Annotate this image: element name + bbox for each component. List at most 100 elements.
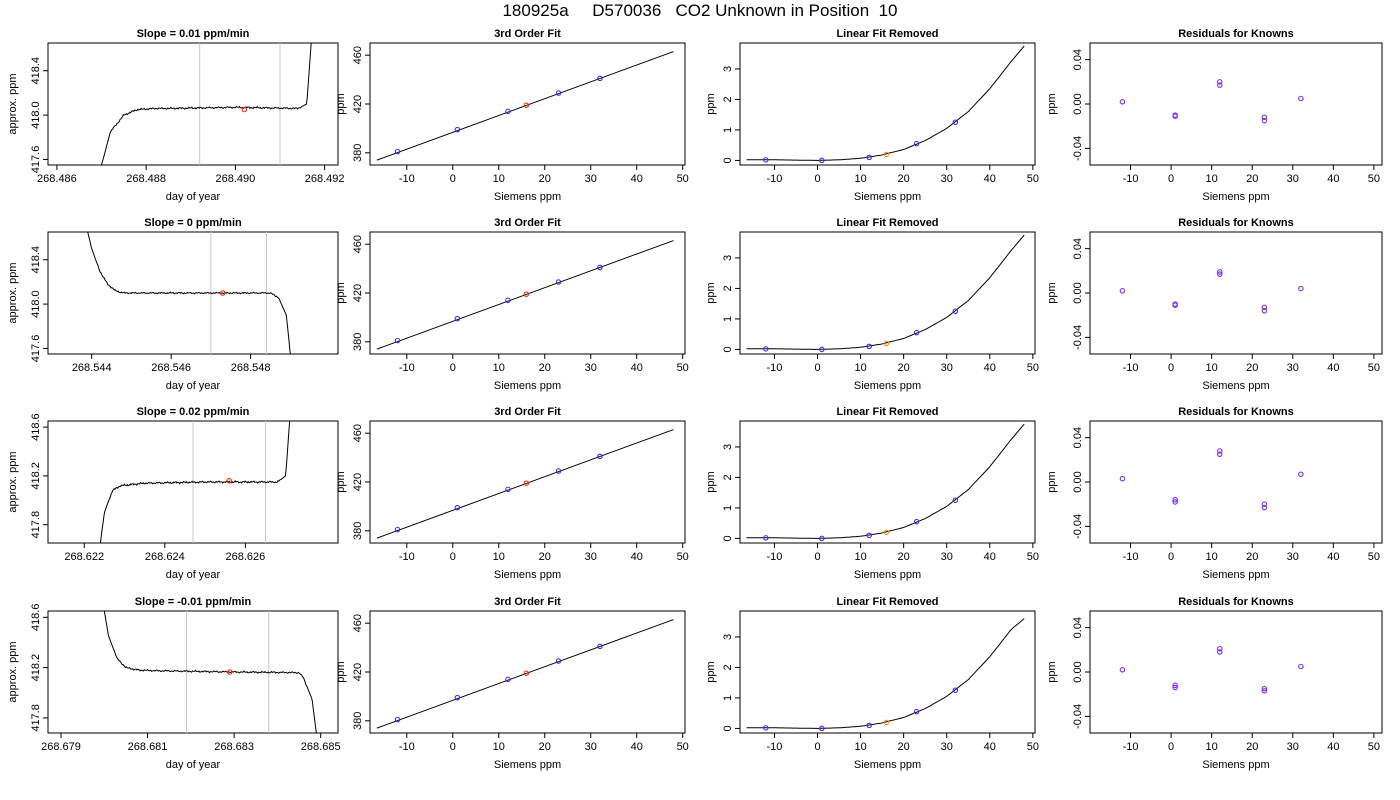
panel-residuals-row4: Residuals for Knowns -10 0 10 20 30 40 50 -0.04 0… [1046, 596, 1383, 771]
x-tick-label: 268.624 [145, 551, 185, 563]
known-standard-point [505, 486, 511, 493]
plot-area [99, 421, 291, 543]
unknown-point [523, 480, 530, 486]
panel-title: Residuals for Knowns [1178, 596, 1294, 608]
plot-area [746, 45, 1025, 164]
x-tick-label: 0 [450, 362, 456, 374]
y-tick-label: 2 [722, 664, 734, 670]
known-standard-point [597, 453, 603, 460]
x-tick-label: 20 [1246, 173, 1258, 185]
unknown-mean-point [220, 290, 226, 296]
known-standard-point [505, 108, 511, 115]
plot-area [101, 43, 312, 165]
fit-line [376, 429, 674, 539]
unknown-point [883, 719, 890, 726]
x-tick-label: 20 [539, 551, 551, 563]
fit-line [376, 240, 674, 350]
plot-frame [1089, 610, 1383, 734]
x-tick-label: 50 [677, 362, 689, 374]
plot-frame [739, 420, 1036, 544]
panel-residuals-row1: Residuals for Knowns -10 0 10 20 30 40 50 -0.04 0… [1046, 28, 1383, 203]
x-tick-label: 0 [814, 362, 820, 374]
known-standard-point [597, 75, 603, 82]
residual-point [1261, 114, 1268, 121]
residual-point [1217, 649, 1223, 655]
x-tick-label: -10 [1123, 173, 1139, 185]
x-tick-label: 268.544 [72, 362, 112, 374]
y-tick-label: 1 [722, 695, 734, 701]
x-tick-label: 50 [1368, 362, 1380, 374]
plot-frame [47, 42, 339, 166]
panel-title: 3rd Order Fit [494, 28, 561, 40]
panel-title: Slope = 0 ppm/min [144, 217, 242, 229]
x-tick-label: 50 [677, 551, 689, 563]
known-standard-point [913, 329, 920, 336]
plot-area [746, 618, 1025, 732]
y-tick-label: 0.04 [1072, 238, 1084, 259]
x-tick-label: 20 [539, 362, 551, 374]
y-tick-label: 2 [722, 474, 734, 480]
plot-area [376, 619, 674, 729]
residual-point [1261, 504, 1268, 511]
known-standard-point [913, 140, 920, 147]
plot-area [746, 234, 1025, 353]
y-tick-label: 418.6 [30, 604, 42, 632]
panel-timeseries-row1: Slope = 0.01 ppm/min 268.486 268.488 268.49… [7, 28, 344, 203]
known-standard-point [819, 346, 825, 353]
y-tick-label: 420 [352, 95, 364, 113]
x-tick-label: -10 [399, 551, 415, 563]
concentration-trace [103, 611, 317, 733]
residual-point [1217, 451, 1223, 458]
residual-point [1261, 307, 1268, 314]
x-axis-label: Siemens ppm [1202, 380, 1269, 392]
residual-point [1261, 117, 1268, 124]
plot-area [376, 240, 674, 350]
y-axis-label: ppm [335, 471, 347, 492]
x-tick-label: 10 [854, 741, 866, 753]
x-tick-label: 20 [898, 741, 910, 753]
panel-fit-row3: 3rd Order Fit -10 0 10 20 30 40 50 380 420 460 Siem… [335, 406, 689, 581]
residual-point [1119, 99, 1126, 105]
y-tick-label: 0.00 [1072, 471, 1084, 492]
x-tick-label: 0 [450, 173, 456, 185]
y-tick-label: -0.04 [1072, 325, 1084, 350]
known-standard-point [555, 90, 562, 96]
panel-title: Slope = -0.01 ppm/min [135, 596, 252, 608]
plot-area [1119, 269, 1304, 314]
known-standard-point [394, 716, 401, 723]
residual-point [1298, 95, 1304, 102]
unknown-point [883, 151, 890, 158]
y-axis-label: ppm [1046, 282, 1058, 303]
known-standard-point [952, 497, 959, 504]
known-standard-point [763, 535, 769, 541]
unknown-point [523, 670, 530, 676]
y-tick-label: 3 [722, 444, 734, 450]
x-tick-label: -10 [399, 362, 415, 374]
known-standard-point [454, 315, 461, 322]
residual-point [1261, 688, 1268, 694]
y-tick-label: 0.04 [1072, 427, 1084, 448]
y-axis-label: ppm [1046, 661, 1058, 682]
residual-point [1172, 496, 1178, 503]
x-axis-label: Siemens ppm [1202, 759, 1269, 771]
residual-point [1119, 288, 1126, 294]
y-tick-label: 460 [352, 424, 364, 442]
residual-point [1172, 302, 1178, 308]
y-tick-label: 417.8 [30, 704, 42, 732]
plot-frame [47, 231, 339, 355]
x-axis-label: day of year [166, 191, 221, 203]
panel-title: 3rd Order Fit [494, 596, 561, 608]
x-tick-label: 50 [677, 173, 689, 185]
known-standard-point [866, 343, 872, 350]
x-axis-label: Siemens ppm [494, 569, 561, 581]
x-tick-label: 10 [1206, 362, 1218, 374]
residual-point [1298, 663, 1304, 670]
x-tick-label: 20 [539, 741, 551, 753]
x-tick-label: 30 [941, 741, 953, 753]
plot-frame [1089, 420, 1383, 544]
x-axis-label: Siemens ppm [854, 380, 921, 392]
plot-frame [739, 610, 1036, 734]
known-standard-point [952, 687, 959, 694]
x-tick-label: 10 [1206, 173, 1218, 185]
x-tick-label: 50 [1368, 173, 1380, 185]
